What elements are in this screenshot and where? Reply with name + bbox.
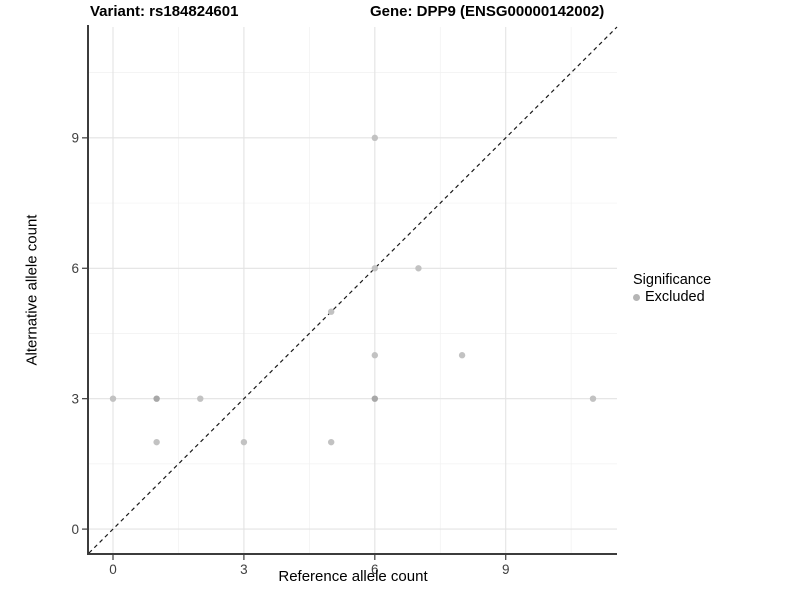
data-point — [371, 395, 379, 402]
x-tick-label: 9 — [502, 562, 510, 576]
y-axis-title: Alternative allele count — [23, 214, 41, 366]
data-point — [109, 395, 117, 402]
y-tick-label: 0 — [71, 522, 79, 537]
data-point — [415, 265, 422, 272]
legend-key-dot-icon — [633, 293, 640, 301]
data-point — [371, 265, 379, 272]
data-point — [327, 438, 335, 446]
data-point — [371, 352, 379, 359]
plot-title-gene: Gene: DPP9 (ENSG00000142002) — [370, 3, 605, 20]
data-point — [589, 395, 597, 402]
x-axis-title: Reference allele count — [278, 568, 428, 585]
scatter-plot: 0 3 6 9 0 3 6 9 — [71, 25, 618, 576]
legend-item-excluded: Excluded — [633, 289, 711, 305]
legend: Significance Excluded — [633, 272, 711, 305]
data-point — [240, 438, 248, 446]
data-point — [371, 134, 379, 142]
x-tick-label: 6 — [371, 562, 379, 576]
y-tick-label: 6 — [71, 261, 79, 276]
legend-title: Significance — [633, 272, 712, 288]
data-point — [197, 395, 204, 402]
x-tick-label: 3 — [240, 562, 248, 576]
data-point — [458, 352, 466, 359]
plot-title-variant: Variant: rs184824601 — [90, 3, 239, 20]
identity-dashed-line — [88, 26, 618, 554]
data-point — [153, 395, 160, 402]
y-tick-label: 3 — [71, 391, 79, 406]
data-point — [327, 308, 335, 315]
data-point — [153, 438, 160, 446]
x-tick-label: 0 — [109, 562, 117, 576]
legend-item-label: Excluded — [645, 289, 705, 305]
y-tick-label: 9 — [71, 131, 79, 146]
